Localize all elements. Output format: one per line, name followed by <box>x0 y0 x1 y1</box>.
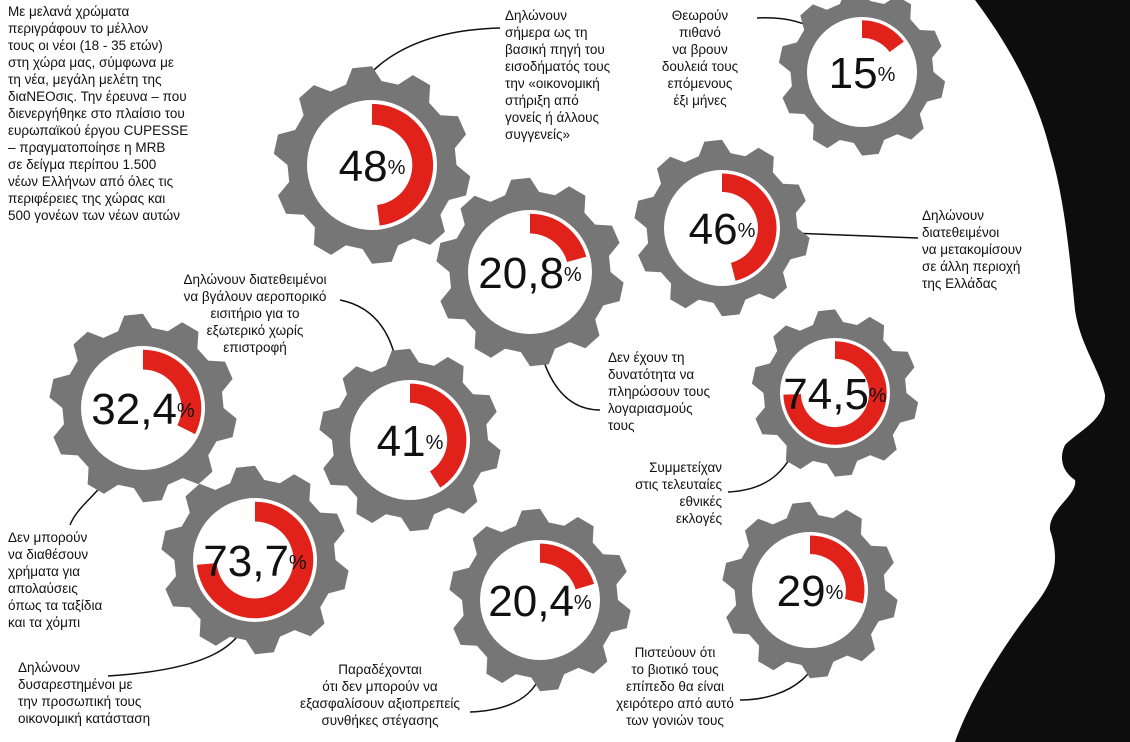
gear-caption: σε άλλη περιοχή <box>922 259 1020 274</box>
value-number: 41 <box>377 417 426 466</box>
gear-caption: οικονομική κατάσταση <box>18 711 150 726</box>
gear-caption: εκλογές <box>676 511 723 526</box>
value-unit: % <box>388 157 406 179</box>
value-unit: % <box>738 220 756 242</box>
value-unit: % <box>869 385 887 407</box>
gear-caption: δουλειά τους <box>662 59 739 74</box>
intro-text: Με μελανά χρώματα <box>8 4 129 19</box>
gear-caption: συγγενείς» <box>505 127 570 142</box>
gear-caption: συνθήκες στέγασης <box>321 713 439 728</box>
gear-caption: σήμερα ως τη <box>505 25 588 40</box>
value-unit: % <box>289 552 307 574</box>
gear-caption: Θεωρούν <box>672 8 729 23</box>
value-number: 48 <box>339 142 388 191</box>
intro-text: περιγράφουν το μέλλον <box>8 21 148 36</box>
gear-caption: έξι μήνες <box>673 93 727 108</box>
gear: 20,4% <box>449 509 630 691</box>
gear: 15% <box>779 0 945 156</box>
gear-caption: δυσαρεστημένοι με <box>18 677 133 692</box>
gear: 48% <box>274 66 470 264</box>
gear: 20,8% <box>436 178 623 366</box>
gear-caption: και τα χόμπι <box>8 615 80 630</box>
gear-caption: εξασφαλίσουν αξιοπρεπείς <box>300 696 460 711</box>
gear-caption: εισιτήριο για το <box>210 306 299 321</box>
gear-caption: να βρουν <box>672 42 728 57</box>
gear-caption: διατεθειμένοι <box>922 225 999 240</box>
gear-caption: να μετακομίσουν <box>922 242 1022 257</box>
gear: 74,5% <box>752 309 918 476</box>
value-number: 46 <box>689 205 738 254</box>
gear-caption: Δηλώνουν διατεθειμένοι <box>183 272 326 287</box>
gear-caption: Δηλώνουν <box>18 660 80 675</box>
value-number: 15 <box>829 49 878 98</box>
gear-caption: χρήματα για <box>8 564 80 579</box>
gear-caption: δυνατότητα να <box>608 367 694 382</box>
value-number: 20,4 <box>488 577 574 626</box>
gear-caption: να διαθέσουν <box>8 547 88 562</box>
gear-caption: εθνικές <box>679 494 722 509</box>
value-unit: % <box>177 400 195 422</box>
gear-caption: πιθανό <box>679 25 721 40</box>
head-silhouette <box>955 0 1130 742</box>
gear-caption: λογαριασμούς <box>608 401 693 416</box>
gear-caption: Πιστεύουν ότι <box>635 645 716 660</box>
value-number: 20,8 <box>478 249 564 298</box>
gear: 32,4% <box>49 314 236 502</box>
intro-text: σε δείγμα περίπου 1.500 <box>8 157 156 172</box>
gear-caption: επίπεδο θα είναι <box>626 679 724 694</box>
value-number: 74,5 <box>783 370 869 419</box>
intro-text: τους οι νέοι (18 - 35 ετών) <box>8 38 163 53</box>
value-unit: % <box>564 264 582 286</box>
intro-text: περιφέρειες της χώρας και <box>8 191 165 206</box>
gear: 46% <box>634 140 809 316</box>
gear: 73,7% <box>161 466 348 654</box>
gear-caption: των γονιών τους <box>626 713 724 728</box>
gear-caption: όπως τα ταξίδια <box>8 598 102 613</box>
gear-caption: βασική πηγή του <box>505 42 605 57</box>
intro-text: διαΝΕΟσις. Την έρευνα – που <box>8 89 187 104</box>
gear-caption: γονείς ή άλλους <box>505 110 600 125</box>
gear-caption: επόμενους <box>668 76 733 91</box>
gear-caption: Συμμετείχαν <box>649 460 722 475</box>
gear-caption: την «οικονομική <box>505 76 600 91</box>
intro-text: στη χώρα μας, σύμφωνα με <box>8 55 174 70</box>
gear-caption: να βγάλουν αεροπορικό <box>184 289 327 304</box>
gear-caption: τους <box>608 418 635 433</box>
value-unit: % <box>426 432 444 454</box>
intro-text: νέων Ελλήνων από όλες τις <box>8 174 174 189</box>
value-number: 29 <box>777 567 826 616</box>
gear-caption: επιστροφή <box>223 340 286 355</box>
intro-text: διενεργήθηκε στο πλαίσιο του <box>8 106 185 121</box>
gear-caption: εξωτερικό χωρίς <box>207 323 304 338</box>
gear-caption: το βιοτικό τους <box>631 662 719 677</box>
gear-caption: Παραδέχονται <box>338 662 422 677</box>
value-unit: % <box>878 64 896 86</box>
gear-caption: της Ελλάδας <box>922 276 998 291</box>
intro-text: – πραγματοποίησε η MRB <box>8 140 165 155</box>
gear-caption: Δηλώνουν <box>505 8 567 23</box>
intro-text: τη νέα, μεγάλη μελέτη της <box>8 72 162 87</box>
gear-caption: στήριξη από <box>505 93 579 108</box>
gear-caption: χειρότερο από αυτό <box>616 696 734 711</box>
intro-text: 500 γονέων των νέων αυτών <box>8 208 180 223</box>
gear-caption: πληρώσουν τους <box>608 384 711 399</box>
gear-caption: εισοδήματός τους <box>505 59 611 74</box>
gear: 41% <box>319 349 500 531</box>
gear-caption: απολαύσεις <box>8 581 78 596</box>
infographic: 48%15%46%20,8%32,4%41%74,5%73,7%20,4%29%… <box>0 0 1130 742</box>
gear-caption: στις τελευταίες <box>635 477 722 492</box>
value-number: 73,7 <box>203 537 289 586</box>
gear-caption: την προσωπική τους <box>18 694 142 709</box>
gear-caption: Δηλώνουν <box>922 208 984 223</box>
intro-text: ευρωπαϊκού έργου CUPESSE <box>8 123 188 138</box>
value-unit: % <box>574 592 592 614</box>
gear-caption: Δεν έχουν τη <box>608 350 685 365</box>
gear: 29% <box>722 502 897 678</box>
value-unit: % <box>826 582 844 604</box>
gear-caption: Δεν μπορούν <box>8 530 88 545</box>
gear-caption: ότι δεν μπορούν να <box>322 679 438 694</box>
value-number: 32,4 <box>91 385 177 434</box>
